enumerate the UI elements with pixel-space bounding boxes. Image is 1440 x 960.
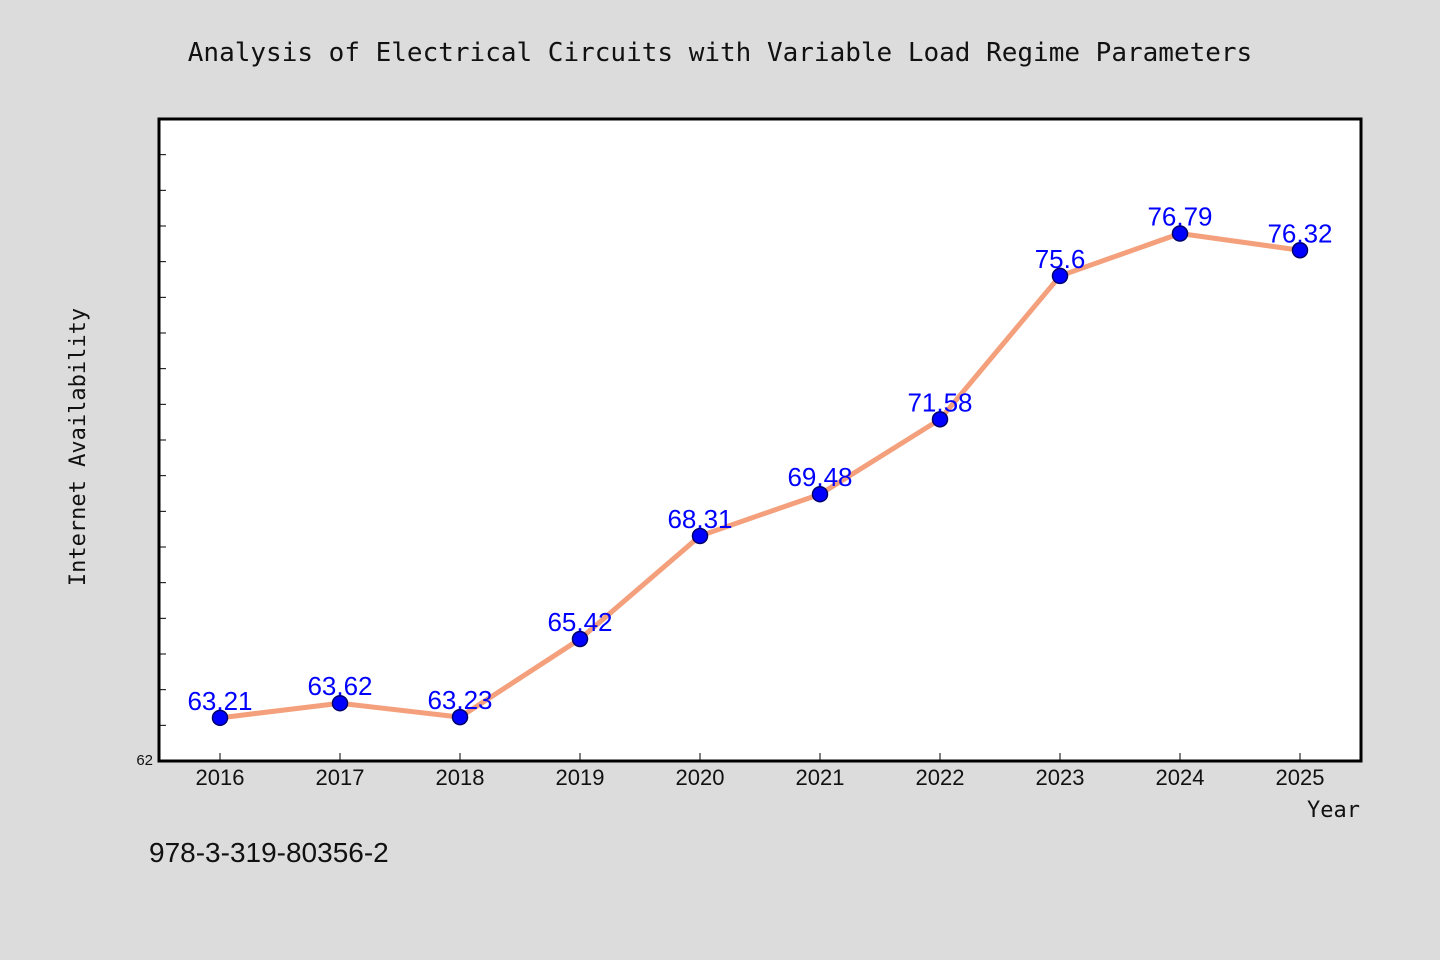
data-point (691, 527, 709, 545)
y-tick-label: 62 (136, 752, 153, 769)
data-point (811, 485, 829, 503)
data-label: 75.6 (1035, 244, 1086, 274)
chart-title: Analysis of Electrical Circuits with Var… (188, 38, 1252, 68)
data-label: 65.42 (547, 607, 612, 637)
x-tick-label: 2022 (916, 765, 965, 790)
x-axis-tick-labels: 2016 2017 2018 2019 2020 2021 2022 2023 2024 2025 (196, 765, 1325, 790)
data-point (1051, 267, 1069, 285)
data-point (451, 708, 469, 726)
x-tick-label: 2021 (796, 765, 845, 790)
data-point (931, 411, 949, 428)
data-point (331, 694, 349, 712)
x-tick-label: 2018 (436, 765, 485, 790)
x-tick-label: 2024 (1156, 765, 1205, 790)
x-axis-ticks (219, 753, 1301, 761)
x-axis-label: Year (1307, 798, 1360, 823)
data-label: 68.31 (667, 504, 732, 534)
data-point (571, 630, 589, 648)
plot-area (157, 117, 1363, 763)
x-tick-label: 2023 (1036, 765, 1085, 790)
data-labels: 63.21 63.62 63.23 65.42 68.31 69.48 71.58 75.6 7… (187, 201, 1332, 715)
y-axis-label: Internet Availability (66, 308, 91, 586)
data-label: 63.21 (187, 686, 252, 716)
data-point (1171, 225, 1189, 242)
data-label: 71.58 (907, 387, 972, 417)
x-tick-label: 2020 (676, 765, 725, 790)
y-axis-ticks (159, 154, 166, 762)
data-markers (211, 225, 1309, 727)
data-label: 76.79 (1147, 201, 1212, 231)
data-label: 76.32 (1267, 218, 1332, 248)
x-tick-label: 2019 (556, 765, 605, 790)
data-point (211, 709, 229, 727)
x-tick-label: 2025 (1276, 765, 1325, 790)
data-label: 69.48 (787, 462, 852, 492)
data-label: 63.23 (427, 685, 492, 715)
x-tick-label: 2017 (316, 765, 365, 790)
data-point (1291, 242, 1309, 259)
x-tick-label: 2016 (196, 765, 245, 790)
data-label: 63.62 (307, 671, 372, 701)
series-line (217, 230, 1303, 721)
footer-isbn: 978-3-319-80356-2 (149, 837, 389, 868)
